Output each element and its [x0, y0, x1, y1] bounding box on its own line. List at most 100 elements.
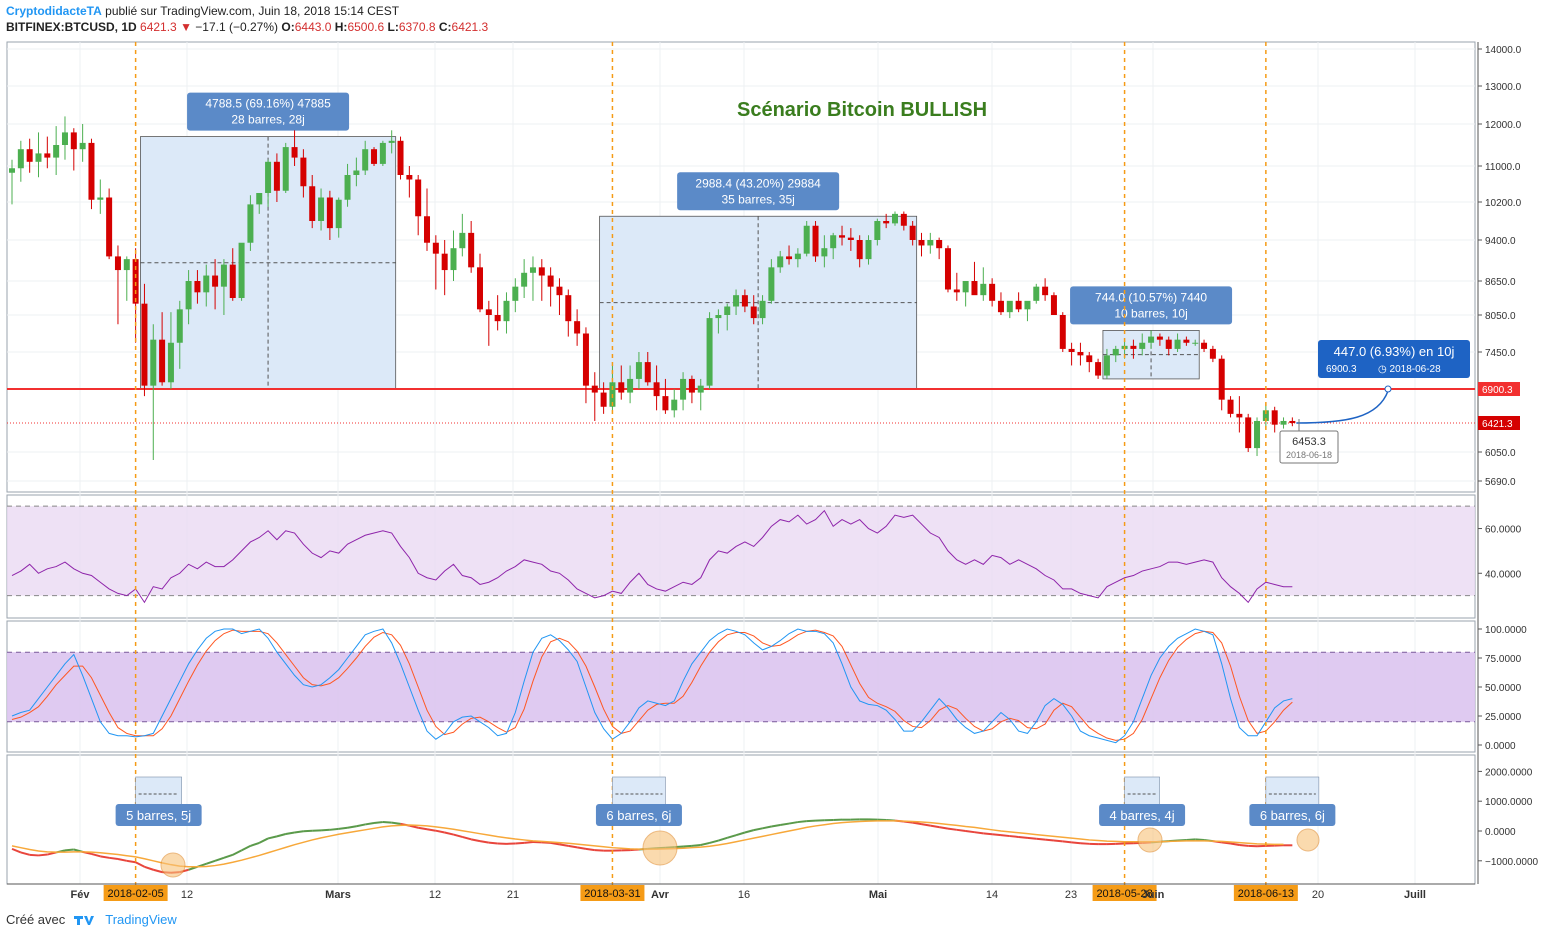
candle-body: [574, 321, 581, 334]
candle-body: [1130, 345, 1137, 349]
macd-segment: [470, 838, 481, 843]
candle-body: [883, 221, 890, 224]
candle-body: [529, 267, 536, 273]
x-tick-label: 12: [429, 889, 441, 901]
price-tag-box: [1279, 430, 1339, 464]
macd-segment: [947, 827, 957, 831]
symbol-label: BITFINEX:BTCUSD, 1D: [6, 20, 137, 34]
macd-tick-label: 0.0000: [1485, 827, 1516, 838]
candle-body: [194, 281, 201, 293]
close-value: 6421.3: [451, 20, 489, 34]
candle-body: [362, 149, 369, 171]
candle-body: [706, 318, 713, 386]
projection-endpoint: [1384, 385, 1392, 393]
macd-segment: [462, 835, 472, 841]
measure-label-box: [187, 92, 350, 131]
x-tick-label: 21: [507, 889, 519, 901]
candle-body: [432, 242, 439, 254]
candle-body: [953, 289, 960, 293]
x-tick-label: Avr: [651, 889, 670, 901]
low-value: 6370.8: [398, 20, 436, 34]
candle-body: [229, 264, 236, 298]
macd-segment: [391, 821, 401, 825]
macd-segment: [992, 833, 1002, 837]
macd-segment: [576, 846, 587, 850]
candle-body: [1050, 295, 1057, 315]
candle-body: [1165, 339, 1172, 349]
author-link[interactable]: CryptodidacteTA: [6, 4, 102, 18]
close-label: C:: [438, 20, 452, 34]
measure-label-text: 744.0 (10.57%) 7440: [1095, 290, 1207, 304]
candle-body: [1218, 358, 1225, 400]
candle-body: [106, 197, 113, 257]
macd-segment: [912, 821, 922, 826]
macd-segment: [250, 841, 260, 847]
published-info: publié sur TradingView.com, Juin 18, 201…: [105, 4, 400, 18]
macd-segment: [1230, 842, 1240, 846]
cycle-note-box: [1249, 804, 1336, 826]
candle-body: [88, 142, 95, 200]
candle-body: [1236, 413, 1243, 418]
stoch-band: [7, 652, 1475, 722]
macd-segment: [1036, 837, 1046, 841]
tradingview-link[interactable]: TradingView: [105, 912, 177, 927]
candle-body: [1245, 417, 1252, 449]
cycle-note-box: [595, 804, 682, 826]
candle-body: [291, 147, 298, 158]
candle-body: [777, 256, 784, 268]
macd-segment: [29, 853, 39, 857]
cycle-date-label: 2018-03-31: [584, 888, 640, 900]
candle-body: [892, 213, 898, 224]
candle-body: [220, 264, 227, 287]
y-tick-label: 9400.0: [1485, 236, 1516, 247]
x-tick-label: Mars: [325, 889, 351, 901]
candle-body: [1103, 355, 1110, 376]
candle-body: [750, 306, 757, 319]
macd-tick-label: 1000.0000: [1485, 797, 1533, 808]
macd-segment: [568, 844, 578, 849]
candle-body: [141, 303, 148, 386]
macd-segment: [479, 840, 489, 844]
rsi-line: [11, 509, 1293, 604]
macd-segment: [1080, 842, 1090, 845]
macd-segment: [91, 852, 101, 858]
cycle-note-box: [115, 804, 202, 826]
candle-body: [282, 147, 289, 191]
y-tick-label: 14000.0: [1485, 45, 1522, 56]
candle-body: [803, 225, 810, 254]
rsi-tick-label: 40.0000: [1485, 569, 1522, 580]
cycle-note-text: 6 barres, 6j: [606, 808, 671, 823]
macd-segment: [1062, 840, 1072, 844]
candle-body: [53, 145, 60, 158]
macd-segment: [718, 836, 728, 842]
candle-body: [203, 275, 210, 293]
stoch-d-line: [11, 629, 1293, 741]
candle-body: [847, 237, 854, 240]
macd-segment: [117, 858, 127, 862]
candle-body: [459, 232, 466, 249]
candle-body: [494, 315, 501, 322]
candle-body: [653, 382, 660, 397]
x-tick-label: 14: [986, 889, 998, 901]
macd-segment: [453, 833, 463, 838]
high-value: 6500.6: [347, 20, 385, 34]
candle-body: [1156, 336, 1163, 340]
candle-body: [159, 339, 166, 383]
macd-segment: [426, 828, 437, 832]
macd-tick-label: 2000.0000: [1485, 767, 1533, 778]
macd-segment: [744, 829, 754, 834]
candle-body: [397, 140, 404, 175]
candle-body: [1148, 336, 1155, 343]
macd-segment: [735, 831, 746, 837]
candle-body: [971, 281, 978, 296]
macd-segment: [771, 824, 781, 828]
candle-body: [344, 175, 351, 200]
candle-body: [644, 362, 651, 383]
macd-segment: [382, 821, 392, 824]
scenario-title: Scénario Bitcoin BULLISH: [737, 99, 987, 121]
macd-segment: [683, 844, 692, 848]
candle-body: [1015, 300, 1022, 310]
macd-segment: [258, 837, 269, 844]
price-tag-value: 6453.3: [1292, 436, 1326, 448]
